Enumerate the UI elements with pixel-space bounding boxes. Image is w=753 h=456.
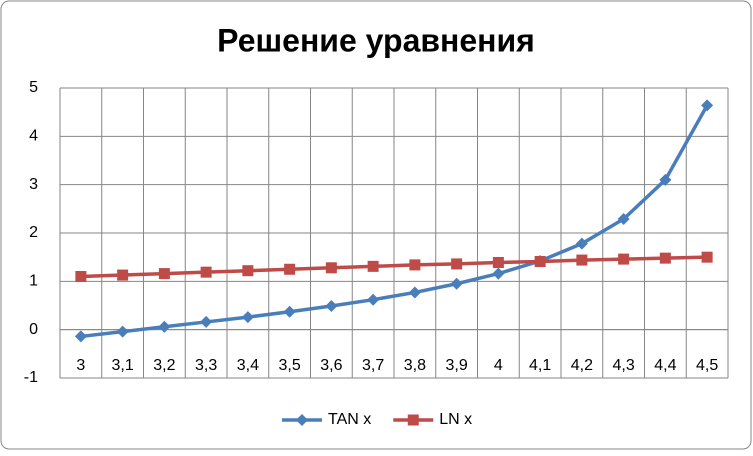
legend-label: LN x	[439, 411, 472, 428]
point	[367, 260, 379, 272]
x-tick-label: 3,2	[153, 357, 175, 374]
point	[74, 330, 87, 343]
x-tick-label: 3,3	[195, 357, 217, 374]
point	[408, 286, 421, 299]
point	[492, 267, 505, 280]
point	[241, 311, 254, 324]
point	[617, 212, 630, 225]
point	[534, 256, 546, 268]
y-tick-label: 0	[29, 321, 38, 338]
point	[200, 315, 213, 328]
point	[283, 305, 296, 318]
y-tick-label: 5	[29, 79, 38, 96]
y-tick-label: 3	[29, 176, 38, 193]
series-line	[80, 255, 708, 279]
x-tick-label: 3,1	[112, 357, 134, 374]
y-tick-label: 1	[29, 273, 38, 290]
point	[407, 414, 419, 426]
point	[451, 258, 463, 270]
x-tick-label: 4,1	[529, 357, 551, 374]
point	[117, 269, 129, 281]
point	[618, 253, 630, 265]
point	[200, 266, 212, 278]
point	[242, 265, 254, 277]
x-tick-label: 4,4	[654, 357, 676, 374]
point	[158, 268, 170, 280]
point	[492, 256, 504, 268]
point	[659, 173, 672, 186]
x-tick-label: 3,6	[320, 357, 342, 374]
x-tick-label: 3,4	[237, 357, 259, 374]
point	[284, 263, 296, 275]
point	[450, 277, 463, 290]
y-tick-label: 2	[29, 224, 38, 241]
point	[701, 99, 714, 112]
point	[576, 254, 588, 266]
x-tick-label: 4	[494, 357, 503, 374]
point	[659, 252, 671, 264]
point	[116, 325, 129, 338]
y-tick-label: -1	[24, 369, 38, 386]
point	[575, 237, 588, 250]
x-tick-label: 3,7	[362, 357, 384, 374]
point	[701, 251, 713, 263]
x-tick-label: 4,5	[696, 357, 718, 374]
series-line	[80, 104, 709, 339]
x-tick-label: 4,2	[571, 357, 593, 374]
x-tick-label: 3,5	[279, 357, 301, 374]
chart-title: Решение уравнения	[217, 22, 535, 58]
x-tick-label: 3	[76, 357, 85, 374]
point	[409, 259, 421, 271]
point	[296, 414, 308, 426]
x-tick-label: 3,9	[446, 357, 468, 374]
point	[367, 293, 380, 306]
point	[325, 262, 337, 274]
y-tick-label: 4	[29, 128, 38, 145]
point	[158, 320, 171, 333]
x-tick-label: 4,3	[613, 357, 635, 374]
x-tick-label: 3,8	[404, 357, 426, 374]
point	[75, 271, 87, 282]
point	[325, 299, 338, 312]
legend-label: TAN x	[328, 411, 371, 428]
